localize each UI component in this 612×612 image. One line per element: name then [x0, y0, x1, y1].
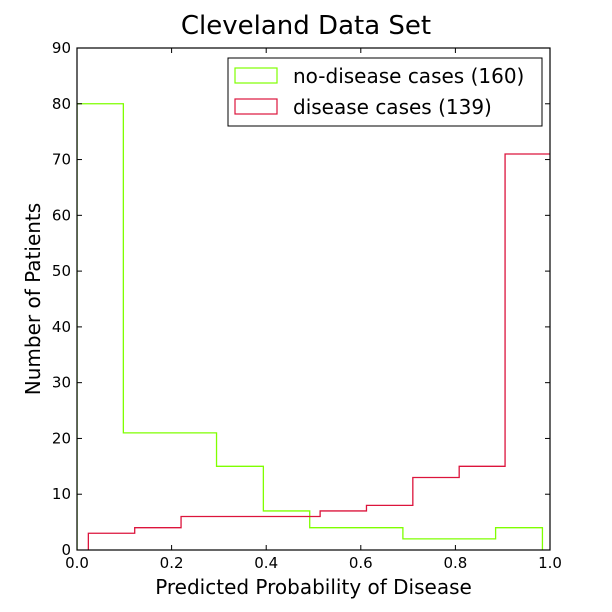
chart-title: Cleveland Data Set — [181, 11, 431, 41]
histogram-step-no-disease — [77, 103, 544, 550]
y-tick-label-4: 40 — [52, 318, 71, 336]
histogram-step-disease — [87, 153, 550, 550]
x-tick-label-5: 1.0 — [538, 554, 562, 572]
legend-box — [227, 57, 543, 127]
y-tick-label-0: 0 — [61, 541, 71, 559]
plot-frame — [76, 47, 551, 551]
legend-swatch-no-disease — [234, 67, 278, 84]
y-tick-label-5: 50 — [52, 262, 71, 280]
y-tick-label-7: 70 — [52, 151, 71, 169]
y-tick-label-1: 10 — [52, 485, 71, 503]
histogram-series — [77, 103, 550, 550]
legend-swatch-disease — [234, 98, 278, 115]
legend: no-disease cases (160) disease cases (13… — [227, 57, 543, 127]
legend-label-no-disease: no-disease cases (160) — [293, 64, 524, 88]
x-tick-labels: 0.0 0.2 0.4 0.6 0.8 1.0 — [65, 554, 562, 572]
x-tick-label-2: 0.4 — [254, 554, 278, 572]
axis-ticks — [76, 47, 551, 551]
y-axis-label: Number of Patients — [21, 203, 45, 395]
x-tick-label-1: 0.2 — [160, 554, 184, 572]
y-tick-labels: 0 10 20 30 40 50 60 70 80 90 — [52, 39, 71, 559]
x-tick-label-3: 0.6 — [349, 554, 373, 572]
y-tick-label-2: 20 — [52, 429, 71, 447]
legend-label-disease: disease cases (139) — [293, 95, 492, 119]
x-tick-label-0: 0.0 — [65, 554, 89, 572]
y-tick-label-9: 90 — [52, 39, 71, 57]
y-tick-label-3: 30 — [52, 374, 71, 392]
y-tick-label-6: 60 — [52, 206, 71, 224]
y-tick-label-8: 80 — [52, 95, 71, 113]
x-tick-label-4: 0.8 — [443, 554, 467, 572]
x-axis-label: Predicted Probability of Disease — [155, 575, 472, 599]
